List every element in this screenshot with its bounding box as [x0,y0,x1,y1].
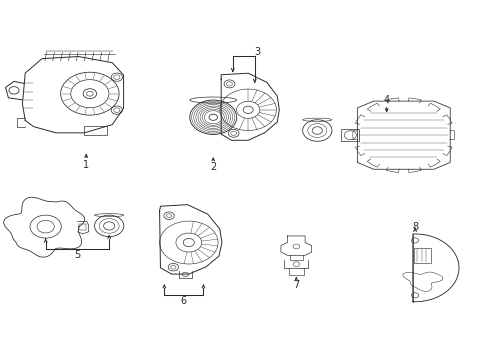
Text: 6: 6 [181,296,187,306]
Text: 4: 4 [384,95,390,105]
Bar [79,224,86,230]
Bar [341,129,359,141]
Text: 3: 3 [254,47,260,57]
Bar [84,126,107,135]
Text: 2: 2 [210,162,217,172]
Text: 5: 5 [74,250,80,260]
Text: 8: 8 [412,222,418,231]
Text: 7: 7 [293,280,299,290]
Bar [414,248,431,263]
Text: 1: 1 [83,159,89,170]
